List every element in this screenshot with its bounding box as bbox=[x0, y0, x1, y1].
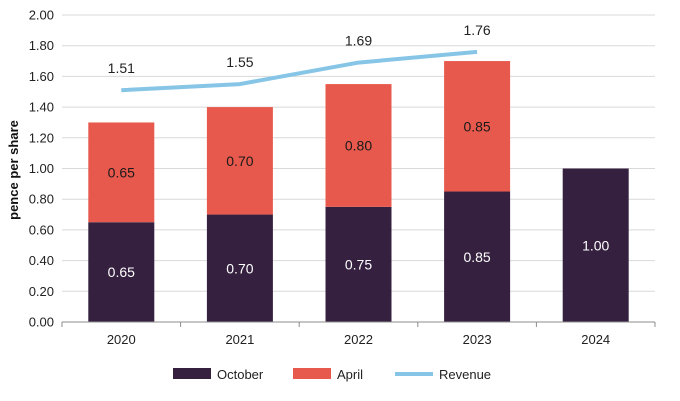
revenue-data-label: 1.69 bbox=[345, 33, 372, 49]
bar-october bbox=[325, 206, 392, 322]
legend-label-revenue: Revenue bbox=[439, 367, 491, 382]
bar-october bbox=[206, 214, 273, 322]
legend-label-april: April bbox=[337, 367, 363, 382]
y-tick-label: 1.80 bbox=[29, 38, 54, 53]
y-tick-label: 0.20 bbox=[29, 284, 54, 299]
data-label: 0.70 bbox=[226, 260, 253, 276]
data-label: 0.65 bbox=[108, 264, 135, 280]
data-label: 0.70 bbox=[226, 153, 253, 169]
bars bbox=[88, 61, 629, 322]
legend-swatch-april bbox=[293, 368, 331, 379]
y-tick-label: 0.40 bbox=[29, 253, 54, 268]
y-tick-label: 0.00 bbox=[29, 315, 54, 330]
x-tick-label: 2021 bbox=[225, 332, 254, 347]
bar-april bbox=[325, 84, 392, 207]
legend: October April Revenue bbox=[173, 367, 491, 382]
legend-swatch-october bbox=[173, 368, 211, 379]
bar-april bbox=[206, 107, 273, 215]
data-label: 0.65 bbox=[108, 164, 135, 180]
x-tick-label: 2024 bbox=[581, 332, 610, 347]
x-tick-label: 2020 bbox=[107, 332, 136, 347]
axes: 0.00 0.20 0.40 0.60 0.80 1.00 1.20 1.40 1.60 1.80… bbox=[29, 8, 656, 347]
y-tick-label: 0.60 bbox=[29, 222, 54, 237]
x-tick-label: 2022 bbox=[344, 332, 373, 347]
data-label: 0.75 bbox=[345, 256, 372, 272]
bar-april bbox=[88, 122, 155, 223]
data-label: 0.80 bbox=[345, 137, 372, 153]
bar-april bbox=[444, 61, 511, 192]
y-tick-label: 1.00 bbox=[29, 161, 54, 176]
data-label: 0.85 bbox=[463, 249, 490, 265]
y-tick-label: 1.40 bbox=[29, 100, 54, 115]
data-labels: 0.65 0.70 0.75 0.85 1.00 0.65 0.70 0.80 0.85 1.51… bbox=[108, 22, 610, 280]
y-axis-title: pence per share bbox=[6, 120, 21, 220]
revenue-line bbox=[121, 49, 478, 93]
y-tick-label: 1.20 bbox=[29, 130, 54, 145]
x-tick-label: 2023 bbox=[463, 332, 492, 347]
bar-october bbox=[562, 168, 629, 322]
bar-october bbox=[444, 191, 511, 322]
revenue-data-label: 1.76 bbox=[463, 22, 490, 38]
legend-label-october: October bbox=[217, 367, 264, 382]
bar-october bbox=[88, 222, 155, 322]
data-label: 0.85 bbox=[463, 118, 490, 134]
revenue-data-label: 1.51 bbox=[108, 60, 135, 76]
data-label: 1.00 bbox=[582, 237, 609, 253]
y-tick-label: 0.80 bbox=[29, 192, 54, 207]
revenue-data-label: 1.55 bbox=[226, 54, 253, 70]
y-tick-label: 1.60 bbox=[29, 69, 54, 84]
revenue-line-layer bbox=[121, 49, 478, 93]
y-tick-label: 2.00 bbox=[29, 8, 54, 23]
